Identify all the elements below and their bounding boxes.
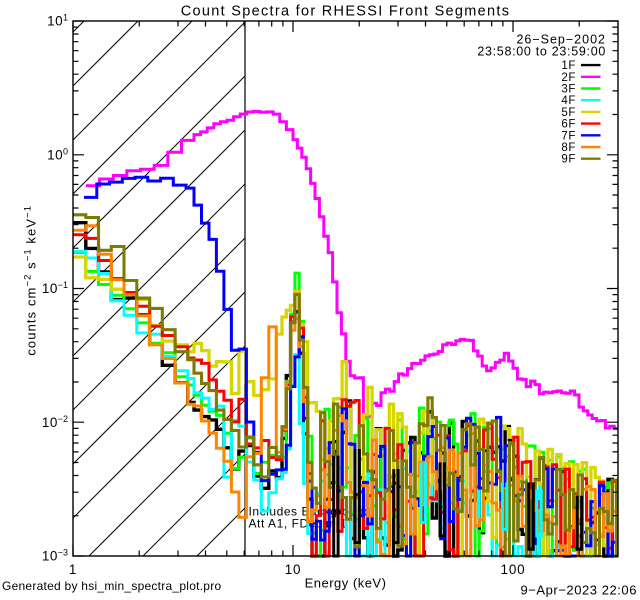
svg-text:1: 1 bbox=[69, 562, 77, 577]
svg-text:10−1: 10−1 bbox=[42, 280, 68, 296]
svg-text:8F: 8F bbox=[561, 142, 576, 154]
svg-text:1F: 1F bbox=[561, 60, 576, 72]
svg-text:6F: 6F bbox=[561, 119, 576, 131]
svg-text:Count Spectra for RHESSI Front: Count Spectra for RHESSI Front Segments bbox=[181, 4, 511, 20]
svg-text:7F: 7F bbox=[561, 130, 576, 142]
svg-text:10−3: 10−3 bbox=[42, 548, 68, 564]
svg-text:4F: 4F bbox=[561, 95, 576, 107]
svg-text:10: 10 bbox=[285, 562, 302, 577]
svg-text:26−Sep−2002: 26−Sep−2002 bbox=[516, 33, 606, 47]
svg-text:3F: 3F bbox=[561, 84, 576, 96]
svg-text:9−Apr−2023 22:06: 9−Apr−2023 22:06 bbox=[520, 583, 637, 598]
svg-text:Includes Background: Includes Background bbox=[249, 505, 372, 519]
svg-text:counts cm−2 s−1 keV−1: counts cm−2 s−1 keV−1 bbox=[23, 200, 39, 355]
svg-text:5F: 5F bbox=[561, 107, 576, 119]
svg-text:100: 100 bbox=[501, 562, 526, 577]
svg-text:101: 101 bbox=[47, 13, 68, 29]
svg-text:Att A1, FDecim 1: Att A1, FDecim 1 bbox=[249, 517, 348, 531]
svg-text:10−2: 10−2 bbox=[42, 414, 68, 430]
svg-text:2F: 2F bbox=[561, 72, 576, 84]
svg-text:9F: 9F bbox=[561, 154, 576, 166]
svg-text:Energy (keV): Energy (keV) bbox=[305, 576, 387, 591]
svg-text:100: 100 bbox=[47, 146, 68, 162]
svg-text:23:58:00 to 23:59:00: 23:58:00 to 23:59:00 bbox=[477, 45, 606, 59]
svg-text:Generated by hsi_min_spectra_p: Generated by hsi_min_spectra_plot.pro bbox=[2, 579, 221, 593]
